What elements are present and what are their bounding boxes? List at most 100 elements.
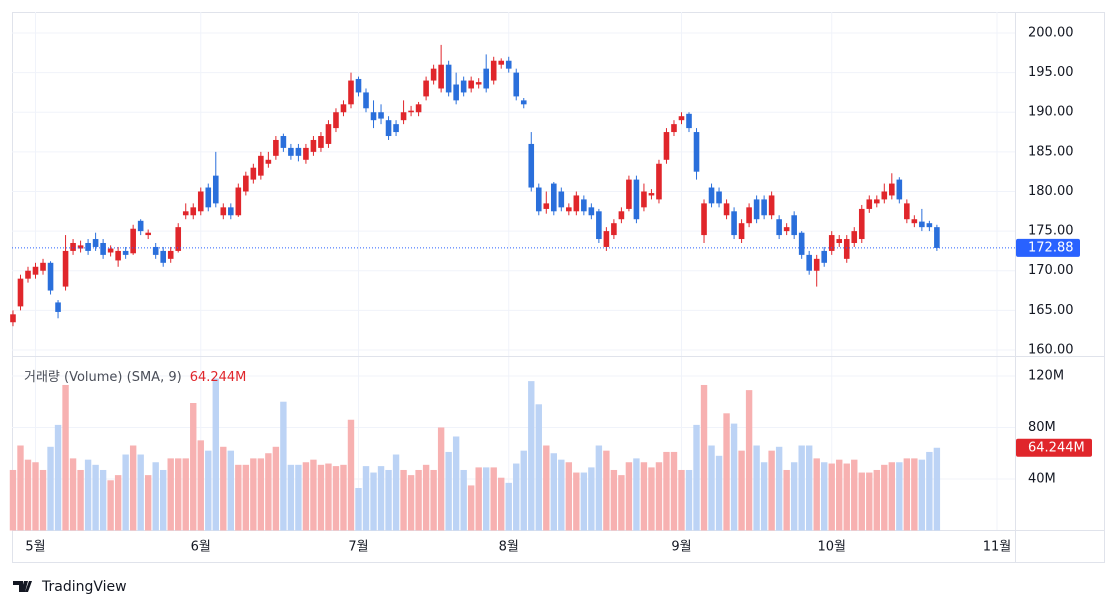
volume-bar bbox=[498, 477, 505, 531]
volume-bar bbox=[768, 450, 775, 531]
candle-body bbox=[798, 232, 805, 255]
candle-body bbox=[926, 223, 933, 228]
volume-bar bbox=[881, 464, 888, 531]
y-tick-label: 160.00 bbox=[1028, 342, 1074, 357]
candle-body bbox=[55, 302, 61, 312]
volume-bar bbox=[340, 464, 347, 531]
candle-body bbox=[873, 199, 880, 204]
candle-body bbox=[858, 208, 865, 240]
candle-body bbox=[250, 167, 257, 180]
volume-bar bbox=[730, 423, 738, 531]
volume-bar bbox=[452, 436, 460, 531]
candle-body bbox=[550, 183, 557, 212]
volume-bar bbox=[445, 451, 452, 531]
volume-bar bbox=[160, 469, 167, 531]
candle-body bbox=[325, 124, 332, 144]
volume-bar bbox=[813, 458, 820, 531]
candle-body bbox=[701, 203, 707, 236]
volume-bar bbox=[926, 451, 933, 531]
volume-bar bbox=[640, 462, 648, 531]
candle-body bbox=[475, 82, 482, 85]
candle-body bbox=[220, 207, 227, 216]
candle-body bbox=[453, 84, 459, 101]
y-tick-label: 40M bbox=[1028, 471, 1056, 486]
candle-body bbox=[566, 207, 572, 212]
candle-body bbox=[385, 120, 392, 137]
candle-body bbox=[708, 187, 715, 204]
candle-body bbox=[505, 60, 512, 69]
brand-name: TradingView bbox=[41, 579, 127, 595]
volume-bar bbox=[62, 384, 69, 531]
volume-bar bbox=[505, 482, 512, 531]
candle-body bbox=[648, 193, 655, 196]
candle-body bbox=[92, 239, 99, 247]
candle-body bbox=[821, 250, 828, 263]
volume-bar bbox=[182, 458, 189, 531]
volume-bar bbox=[918, 459, 926, 531]
candle-body bbox=[340, 104, 347, 113]
candle-body bbox=[934, 227, 940, 248]
volume-bar bbox=[528, 381, 535, 531]
volume-bar bbox=[227, 450, 235, 531]
volume-bar bbox=[137, 454, 144, 531]
y-tick-label: 175.00 bbox=[1028, 224, 1074, 239]
candle-body bbox=[348, 80, 354, 105]
volume-bar bbox=[84, 459, 92, 531]
candle-body bbox=[919, 221, 925, 228]
candle-body bbox=[280, 136, 287, 148]
volume-bar bbox=[911, 458, 918, 531]
candle-body bbox=[10, 314, 16, 323]
candle-body bbox=[558, 191, 565, 208]
volume-bar bbox=[715, 455, 723, 531]
volume-title: 거래량 (Volume) (SMA, 9) bbox=[24, 370, 182, 385]
volume-bar bbox=[723, 413, 730, 531]
volume-bar bbox=[242, 464, 250, 531]
volume-bar bbox=[580, 472, 588, 531]
volume-bar bbox=[144, 475, 152, 531]
candle-body bbox=[738, 223, 745, 240]
candle-body bbox=[686, 113, 692, 129]
volume-bar bbox=[114, 475, 122, 531]
candle-body bbox=[813, 258, 820, 271]
volume-bar bbox=[377, 466, 385, 531]
volume-bar bbox=[708, 445, 715, 531]
candle-body bbox=[535, 187, 542, 212]
volume-bar bbox=[655, 462, 663, 531]
volume-bar bbox=[152, 462, 159, 531]
volume-bar bbox=[332, 466, 340, 531]
candle-body bbox=[100, 242, 106, 255]
x-tick-label: 11월 bbox=[983, 540, 1012, 555]
volume-bar bbox=[99, 469, 107, 531]
volume-bar bbox=[265, 453, 272, 531]
candle-body bbox=[212, 175, 219, 204]
volume-bar bbox=[625, 462, 633, 531]
volume-bar bbox=[573, 472, 580, 531]
volume-bar bbox=[392, 454, 400, 531]
volume-bar bbox=[129, 445, 137, 531]
candle-body bbox=[370, 112, 377, 121]
candle-body bbox=[152, 246, 159, 255]
volume-bar bbox=[543, 445, 550, 531]
volume-bar bbox=[77, 469, 84, 531]
volume-bar bbox=[888, 462, 896, 531]
volume-bar bbox=[17, 445, 24, 531]
candle-body bbox=[107, 248, 114, 253]
volume-bar bbox=[535, 404, 542, 531]
volume-bar bbox=[700, 384, 708, 531]
y-tick-label: 165.00 bbox=[1028, 303, 1074, 318]
y-tick-label: 195.00 bbox=[1028, 65, 1074, 80]
candle-body bbox=[288, 147, 294, 156]
candle-body bbox=[468, 80, 474, 89]
candle-body bbox=[723, 203, 730, 216]
x-tick-label: 8월 bbox=[499, 540, 519, 555]
candle-body bbox=[678, 116, 685, 121]
y-tick-label: 80M bbox=[1028, 420, 1056, 435]
candle-body bbox=[768, 195, 775, 216]
volume-bar bbox=[39, 469, 47, 531]
candle-body bbox=[866, 199, 873, 209]
volume-bar bbox=[745, 390, 753, 531]
candle-body bbox=[596, 211, 602, 240]
candle-body bbox=[626, 179, 632, 209]
volume-bar bbox=[821, 462, 828, 531]
volume-bar bbox=[738, 450, 745, 531]
